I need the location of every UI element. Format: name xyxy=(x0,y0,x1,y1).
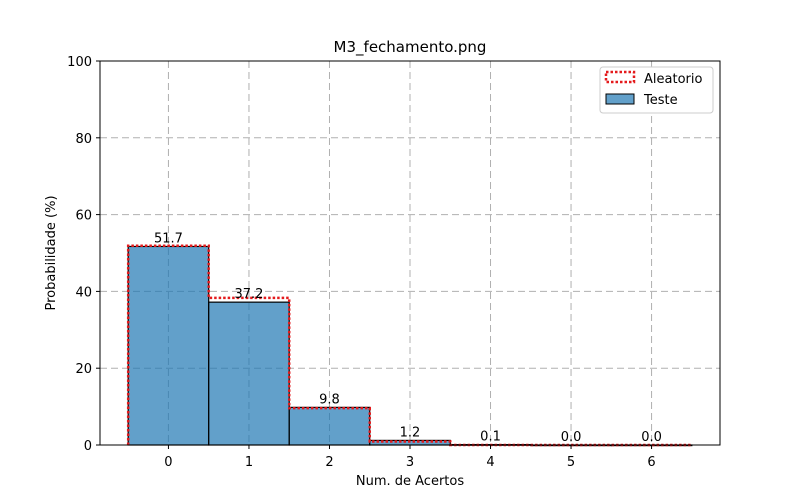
x-tick-label: 6 xyxy=(647,455,655,470)
legend-label-teste: Teste xyxy=(643,93,678,108)
legend-label-aleatorio: Aleatorio xyxy=(644,72,702,87)
x-tick-label: 2 xyxy=(325,455,333,470)
y-tick-label: 0 xyxy=(84,439,92,454)
bar-data-label: 0.0 xyxy=(561,430,582,445)
data-labels-group: 51.7 37.2 9.8 1.2 0.1 0.0 0.0 xyxy=(154,231,662,445)
x-tick-label: 5 xyxy=(567,455,575,470)
y-tick-label: 100 xyxy=(67,55,92,70)
x-tick-label: 3 xyxy=(406,455,414,470)
bar-teste xyxy=(208,301,290,446)
x-axis-label: Num. de Acertos xyxy=(356,474,464,489)
bar-data-label: 1.2 xyxy=(400,425,421,440)
legend-swatch-aleatorio xyxy=(604,70,636,84)
legend-swatch-teste xyxy=(605,93,635,105)
chart-title: M3_fechamento.png xyxy=(334,38,487,57)
bar-data-label: 51.7 xyxy=(154,231,183,246)
y-axis-ticks: 0 20 40 60 80 100 xyxy=(67,55,100,454)
bar-data-label: 0.1 xyxy=(480,430,501,445)
y-tick-label: 60 xyxy=(75,209,92,224)
x-tick-label: 4 xyxy=(486,455,494,470)
x-axis-ticks: 0 1 2 3 4 5 6 xyxy=(164,445,656,470)
x-tick-label: 1 xyxy=(245,455,253,470)
x-tick-label: 0 xyxy=(164,455,172,470)
y-tick-label: 20 xyxy=(75,362,92,377)
y-axis-label: Probabilidade (%) xyxy=(44,195,59,310)
bar-data-label: 0.0 xyxy=(641,430,662,445)
bar-teste xyxy=(127,245,210,446)
y-tick-label: 80 xyxy=(75,132,92,147)
bar-data-label: 9.8 xyxy=(319,392,340,407)
bar-data-label: 37.2 xyxy=(234,287,263,302)
y-tick-label: 40 xyxy=(75,285,92,300)
legend: Aleatorio Teste xyxy=(599,66,714,114)
bar-teste xyxy=(288,406,371,446)
